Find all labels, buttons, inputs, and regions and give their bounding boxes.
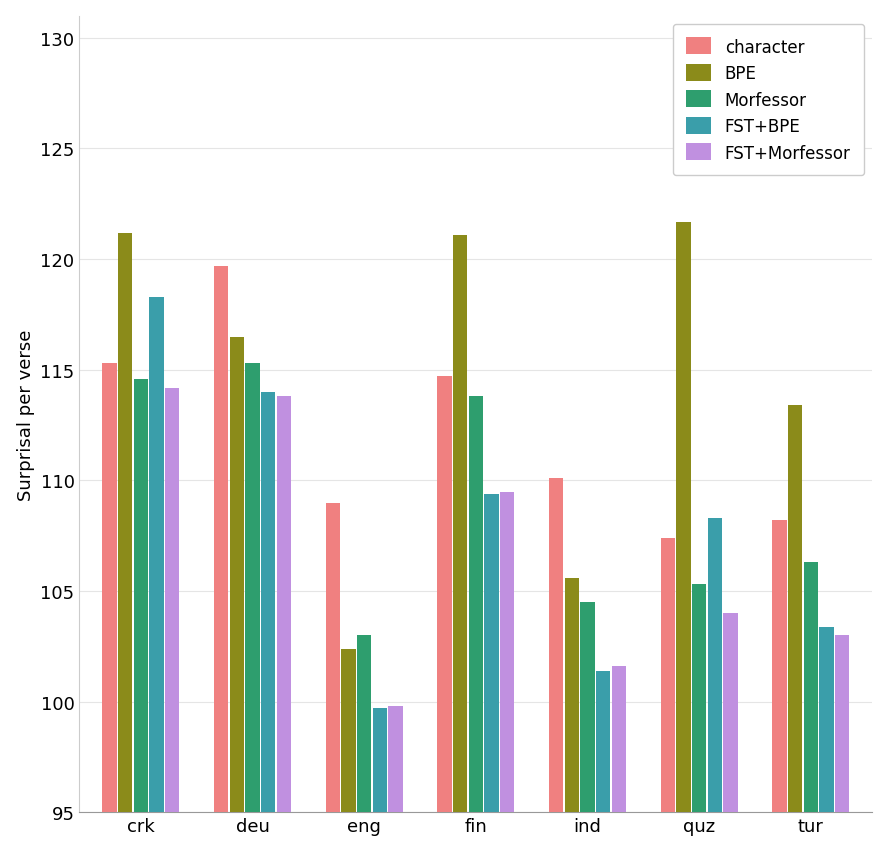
Bar (325, 503, 340, 813)
Bar (677, 222, 691, 813)
Bar (102, 364, 116, 813)
Bar (229, 337, 244, 813)
Bar (596, 671, 611, 813)
Bar (661, 538, 675, 813)
Bar (788, 406, 803, 813)
Bar (549, 479, 564, 813)
Bar (341, 649, 356, 813)
Bar (118, 233, 132, 813)
Bar (485, 494, 499, 813)
Bar (214, 267, 228, 813)
Bar (500, 492, 515, 813)
Bar (612, 666, 626, 813)
Bar (708, 519, 722, 813)
Bar (245, 364, 260, 813)
Bar (692, 584, 707, 813)
Bar (388, 706, 403, 813)
Bar (276, 397, 291, 813)
Bar (133, 379, 148, 813)
Bar (165, 388, 180, 813)
Bar (261, 393, 276, 813)
Bar (581, 602, 595, 813)
Bar (372, 709, 387, 813)
Bar (724, 613, 738, 813)
Bar (453, 235, 468, 813)
Bar (820, 627, 834, 813)
Bar (357, 636, 372, 813)
Y-axis label: Surprisal per verse: Surprisal per verse (17, 329, 35, 500)
Legend: character, BPE, Morfessor, FST+BPE, FST+Morfessor: character, BPE, Morfessor, FST+BPE, FST+… (673, 25, 864, 176)
Bar (773, 521, 787, 813)
Bar (835, 636, 849, 813)
Bar (149, 297, 164, 813)
Bar (565, 579, 579, 813)
Bar (469, 397, 483, 813)
Bar (437, 377, 452, 813)
Bar (804, 562, 818, 813)
